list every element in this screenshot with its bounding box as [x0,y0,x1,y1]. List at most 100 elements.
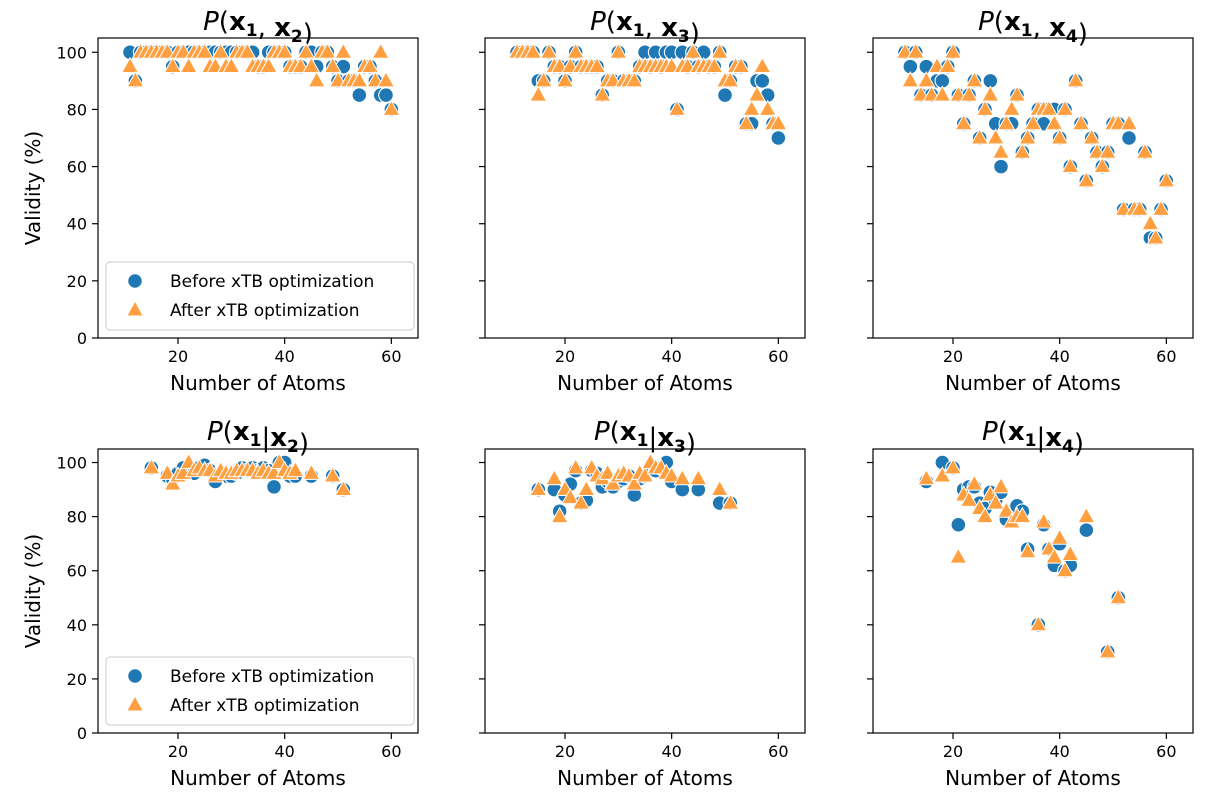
series-after [142,452,353,497]
data-point-after [1013,142,1032,159]
data-point-after [222,56,241,74]
data-point-after [943,42,963,59]
data-point-before [378,87,394,103]
data-point-after [705,56,724,74]
y-tick-label: 100 [56,454,87,473]
data-point-after [1119,113,1139,131]
data-point-after [360,56,380,74]
subplot-title: P(x1|x3) [594,417,696,459]
x-axis-label: Number of Atoms [170,371,346,395]
data-point-after [1018,128,1037,145]
data-point-after [933,85,952,102]
data-point-after [318,42,337,59]
data-point-after [566,458,585,475]
x-tick-label: 60 [768,347,788,366]
data-point-after [1029,614,1048,632]
data-point-after [163,56,182,74]
data-point-after [758,99,777,116]
data-point-after [566,42,585,59]
y-tick-label: 20 [67,272,87,291]
x-axis-label: Number of Atoms [945,371,1121,395]
data-point-after [970,128,989,145]
legend-box [105,656,415,726]
legend: Before xTB optimization After xTB optimiz… [105,656,415,726]
data-point-after [965,70,984,88]
data-point-after [1082,128,1101,145]
data-point-after [158,463,177,480]
data-point-after [986,128,1005,145]
data-point-after [593,85,612,102]
plot-frame [872,448,1194,734]
data-point-before [1078,522,1095,538]
data-point-after [906,42,925,59]
x-axis-label: Number of Atoms [557,371,733,395]
data-point-after [334,479,353,497]
x-tick-label: 40 [661,742,681,761]
data-point-after [710,42,729,59]
data-point-after [296,42,316,59]
data-point-after [550,506,569,524]
data-point-after [1007,85,1027,102]
data-point-after [545,468,564,486]
data-point-after [1071,113,1091,131]
data-point-after [1157,170,1176,188]
legend-box [105,261,415,331]
y-axis-label: Validity (%) [21,131,45,245]
data-point-after [275,42,294,59]
data-point-after [753,56,772,74]
data-point-after [1061,156,1080,174]
data-point-after [975,506,995,524]
data-point-after [561,487,580,505]
data-point-after [683,42,703,59]
x-tick-label: 20 [168,347,188,366]
data-point-after [1061,544,1080,561]
data-point-after [662,466,681,483]
data-point-after [959,490,979,507]
x-tick-label: 60 [1156,347,1176,366]
data-point-after [1066,70,1085,88]
data-point-after [323,56,342,74]
subplot-6: P(x1|x4) 20 40 60 Number of Atoms [867,417,1194,790]
data-point-after [997,501,1016,518]
legend-label-after: After xTB optimization [170,696,360,716]
series-after [507,42,788,131]
data-point-after [587,56,607,74]
subplot-1: P(x1, x2) 20 40 60 0 20 40 60 80 100 Number of Ato… [21,7,419,395]
data-point-after [991,477,1011,494]
y-tick-label: 20 [67,670,87,689]
data-point-after [721,493,740,510]
data-point-after [625,70,644,88]
y-tick-label: 40 [67,616,87,635]
subplot-title: P(x1, x4) [978,7,1088,49]
data-point-before [770,130,787,146]
data-point-after [603,474,623,491]
subplot-title: P(x1|x2) [207,417,309,459]
data-point-after [179,56,198,74]
data-point-after [731,56,751,74]
data-point-after [598,463,617,480]
data-point-after [1050,528,1069,545]
data-point-after [721,70,740,88]
data-point-after [1077,506,1096,524]
y-tick-label: 0 [77,329,87,348]
data-point-after [1098,142,1117,159]
data-point-after [302,463,321,480]
data-point-after [689,468,708,486]
data-point-after [710,479,729,497]
data-point-after [238,42,257,59]
data-point-after [382,99,401,116]
x-tick-label: 60 [768,742,788,761]
legend-marker-after [125,300,145,317]
plot-frame [872,37,1194,339]
data-point-after [307,70,326,88]
data-point-after [1146,228,1165,245]
data-point-after [737,113,756,131]
y-tick-label: 60 [67,562,87,581]
data-point-after [120,56,140,74]
data-point-after [1050,128,1069,145]
subplot-2: P(x1, x3) 20 40 60 Number of Atoms [479,7,806,395]
subplot-5: P(x1|x3) 20 40 60 Number of Atoms [479,417,806,790]
data-point-after [635,466,655,483]
data-point-after [742,99,761,116]
data-point-after [938,56,957,74]
